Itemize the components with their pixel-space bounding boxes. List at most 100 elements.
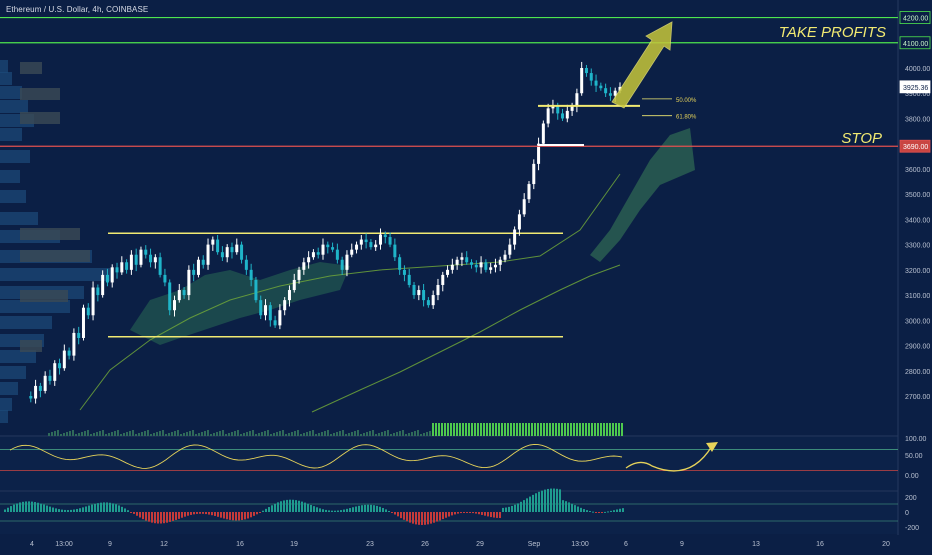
candle-body <box>345 254 349 270</box>
candle-body <box>474 264 478 268</box>
price-axis-tick: 3900.00 <box>905 91 930 98</box>
volume-bar <box>417 430 419 436</box>
candle-body <box>177 290 181 301</box>
volume-bar <box>456 423 458 436</box>
price-axis-tick: 3800.00 <box>905 116 930 123</box>
volume-bar <box>477 423 479 436</box>
histogram-bar <box>349 508 351 512</box>
candle-body <box>196 259 200 275</box>
volume-bar <box>180 434 182 436</box>
volume-bar <box>501 423 503 436</box>
volume-profile-bar <box>0 170 20 183</box>
volume-bar <box>51 432 53 436</box>
volume-bar <box>429 431 431 436</box>
candle-body <box>580 68 584 94</box>
price-axis-tick: 3200.00 <box>905 268 930 275</box>
time-axis-tick: 13 <box>752 541 760 548</box>
volume-bar <box>549 423 551 436</box>
histogram-bar <box>505 507 507 512</box>
histogram-axis-tick: 200 <box>905 495 917 502</box>
volume-bar <box>216 432 218 436</box>
histogram-bar <box>160 512 162 524</box>
histogram-bar <box>301 501 303 512</box>
candle-body <box>81 307 85 338</box>
histogram-bar <box>274 503 276 512</box>
volume-bar <box>618 423 620 436</box>
candle-body <box>489 267 493 270</box>
candle-body <box>249 269 253 280</box>
histogram-bar <box>73 509 75 512</box>
histogram-bar <box>463 512 465 513</box>
histogram-bar <box>235 512 237 521</box>
candle-body <box>498 259 502 265</box>
histogram-bar <box>172 512 174 521</box>
volume-bar <box>372 430 374 436</box>
histogram-bar <box>103 502 105 512</box>
histogram-bar <box>379 506 381 512</box>
cloud-area <box>590 128 695 262</box>
candle-body <box>402 269 406 275</box>
candle-body <box>350 249 354 255</box>
histogram-bar <box>58 509 60 512</box>
candle-body <box>77 332 81 338</box>
volume-bar <box>438 423 440 436</box>
volume-bar <box>273 433 275 436</box>
candle-body <box>335 249 339 260</box>
histogram-bar <box>7 507 9 512</box>
volume-bar <box>504 423 506 436</box>
price-tag-box <box>899 11 931 24</box>
candle-body <box>589 73 593 81</box>
volume-bar <box>165 434 167 436</box>
histogram-bar <box>64 509 66 512</box>
histogram-bar <box>382 507 384 512</box>
histogram-bar <box>622 508 624 512</box>
histogram-bar <box>601 512 603 513</box>
histogram-bar <box>76 508 78 512</box>
volume-bar <box>330 434 332 436</box>
time-axis-tick: 13:00 <box>55 541 73 548</box>
price-tag-box <box>899 139 931 153</box>
volume-bar <box>348 433 350 436</box>
histogram-bar <box>304 502 306 512</box>
histogram-bar <box>100 502 102 512</box>
candle-body <box>340 259 344 270</box>
candle-body <box>479 262 483 268</box>
volume-bar <box>237 430 239 436</box>
histogram-bar <box>316 507 318 512</box>
histogram-bar <box>4 509 6 512</box>
volume-bar <box>513 423 515 436</box>
candle-body <box>517 214 521 230</box>
histogram-bar <box>265 508 267 512</box>
take-profits-label: TAKE PROFITS <box>779 24 886 41</box>
histogram-bar <box>322 509 324 512</box>
candle-body <box>503 254 507 260</box>
volume-bar <box>471 423 473 436</box>
histogram-bar <box>523 500 525 512</box>
volume-bar <box>312 430 314 436</box>
fib-label-1: 61.80% <box>676 115 697 121</box>
moving-average-slow <box>311 264 621 413</box>
candle-body <box>62 350 66 369</box>
volume-bar <box>105 434 107 436</box>
histogram-bar <box>115 504 117 512</box>
time-axis-tick: 23 <box>366 541 374 548</box>
candle-body <box>48 375 52 381</box>
volume-bar <box>84 431 86 436</box>
histogram-bar <box>13 504 15 512</box>
histogram-bar <box>547 488 549 512</box>
volume-bar <box>567 423 569 436</box>
time-axis-tick: 12 <box>160 541 168 548</box>
histogram-bar <box>319 508 321 512</box>
volume-bar <box>219 431 221 436</box>
price-axis-tick: 2900.00 <box>905 344 930 351</box>
volume-bar <box>279 431 281 436</box>
histogram-bar <box>250 512 252 518</box>
histogram-bar <box>538 491 540 512</box>
histogram-bar <box>163 512 165 524</box>
histogram-bar <box>91 504 93 512</box>
histogram-bar <box>124 508 126 512</box>
volume-bar <box>612 423 614 436</box>
candle-body <box>72 332 76 356</box>
volume-bar <box>135 434 137 436</box>
